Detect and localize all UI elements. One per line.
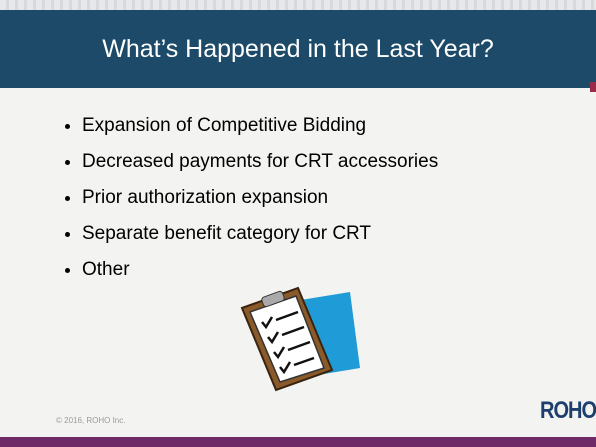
bullet-item: Expansion of Competitive Bidding [82,108,438,144]
accent-mark [590,82,596,92]
top-strip [0,0,596,10]
bullet-item: Decreased payments for CRT accessories [82,144,438,180]
bullet-item: Prior authorization expansion [82,180,438,216]
bottom-bar [0,437,596,447]
copyright: © 2016, ROHO Inc. [56,416,125,425]
slide-title: What’s Happened in the Last Year? [0,10,596,88]
logo: ROHO [540,398,596,426]
slide: What’s Happened in the Last Year? Expans… [0,0,596,447]
bullet-list: Expansion of Competitive BiddingDecrease… [56,108,438,288]
clipboard-clipart [228,282,368,394]
header-bar: What’s Happened in the Last Year? [0,10,596,88]
bullet-item: Separate benefit category for CRT [82,216,438,252]
